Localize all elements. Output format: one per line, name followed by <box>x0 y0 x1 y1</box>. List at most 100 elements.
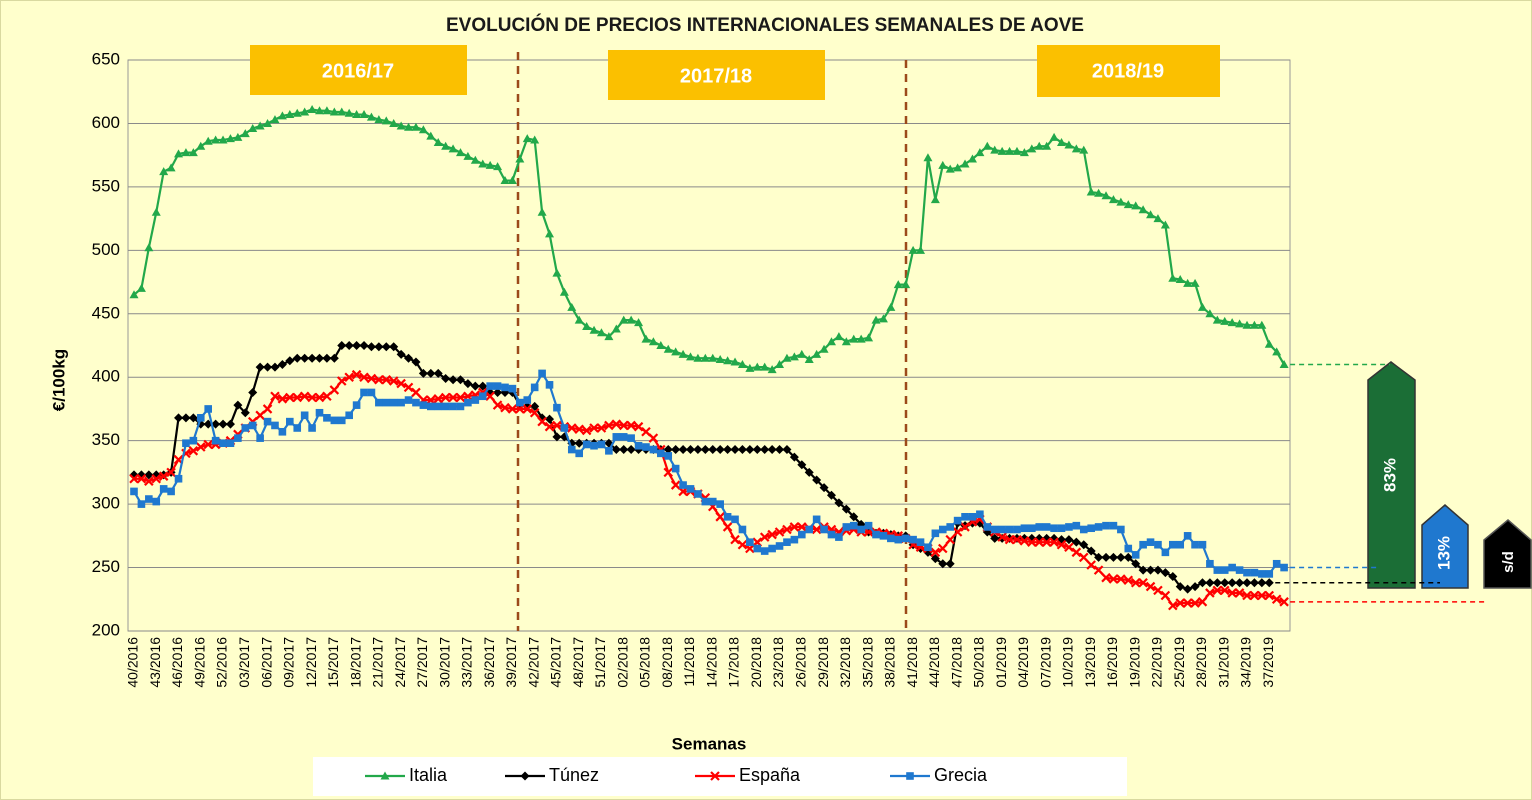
marker <box>627 434 635 442</box>
marker <box>263 362 273 372</box>
marker <box>1138 205 1148 214</box>
marker <box>545 381 554 389</box>
marker <box>1257 578 1267 588</box>
marker <box>804 354 814 363</box>
x-tick-label: 46/2016 <box>169 637 185 688</box>
marker <box>352 401 361 409</box>
marker <box>1028 524 1036 533</box>
marker <box>1123 575 1134 586</box>
marker <box>233 132 243 141</box>
marker <box>1086 546 1096 556</box>
marker <box>463 379 473 389</box>
marker <box>1264 339 1274 348</box>
x-tick-label: 34/2019 <box>1238 637 1254 688</box>
marker <box>248 387 258 397</box>
marker <box>181 413 191 423</box>
marker <box>181 148 191 157</box>
marker <box>1101 552 1111 562</box>
marker <box>545 229 555 238</box>
marker <box>849 521 858 530</box>
x-tick-label: 05/2018 <box>637 637 653 688</box>
marker <box>1101 191 1111 200</box>
marker <box>723 513 732 521</box>
marker <box>307 353 317 363</box>
marker <box>1116 552 1126 562</box>
marker <box>1243 568 1251 577</box>
marker <box>471 396 480 404</box>
marker <box>812 349 822 358</box>
marker <box>559 287 569 296</box>
marker <box>663 467 674 478</box>
marker <box>590 441 598 450</box>
marker <box>878 314 888 323</box>
marker <box>300 411 309 420</box>
marker <box>567 445 576 454</box>
marker <box>286 417 294 426</box>
marker <box>982 141 992 150</box>
marker <box>277 394 288 404</box>
marker <box>1190 582 1200 592</box>
marker <box>322 106 332 115</box>
marker <box>441 373 451 383</box>
marker <box>1071 537 1081 547</box>
marker <box>330 416 339 425</box>
marker <box>455 392 466 403</box>
marker <box>737 445 747 455</box>
marker <box>930 195 940 204</box>
x-tick-label: 35/2018 <box>859 637 875 688</box>
marker <box>574 424 584 435</box>
marker <box>1154 540 1162 549</box>
marker <box>618 420 629 431</box>
marker <box>1228 563 1236 572</box>
marker <box>1168 600 1178 611</box>
marker <box>366 342 376 352</box>
marker <box>1160 568 1170 578</box>
marker <box>144 470 154 480</box>
marker <box>1271 594 1282 605</box>
marker <box>708 497 717 506</box>
marker <box>1093 565 1104 575</box>
marker <box>819 483 829 493</box>
y-tick-label: 200 <box>92 620 120 639</box>
marker <box>826 490 836 500</box>
marker <box>678 445 688 455</box>
marker <box>574 315 584 324</box>
marker <box>812 475 822 485</box>
marker <box>537 207 547 216</box>
marker <box>998 525 1006 534</box>
marker <box>188 413 198 423</box>
marker <box>990 533 1000 543</box>
marker <box>374 374 384 385</box>
marker <box>478 159 488 168</box>
marker <box>574 438 584 448</box>
y-tick-label: 350 <box>92 430 120 449</box>
marker <box>760 547 769 555</box>
x-tick-label: 04/2019 <box>1015 637 1031 688</box>
series <box>130 369 1288 578</box>
marker <box>1020 524 1029 533</box>
marker <box>285 110 295 119</box>
marker <box>857 525 865 534</box>
marker <box>315 106 324 115</box>
marker <box>1183 278 1193 287</box>
marker <box>774 527 785 537</box>
marker <box>722 522 733 532</box>
marker <box>196 414 205 422</box>
marker <box>767 445 777 455</box>
marker <box>411 357 421 367</box>
season-box <box>250 45 467 95</box>
marker <box>300 353 310 363</box>
marker <box>1227 578 1237 588</box>
x-tick-label: 12/2017 <box>303 637 319 688</box>
marker <box>990 525 999 534</box>
season-box <box>608 50 825 100</box>
marker <box>1027 537 1037 547</box>
marker <box>1101 572 1111 583</box>
marker <box>167 487 175 496</box>
marker <box>945 559 955 569</box>
marker <box>1272 347 1282 356</box>
x-tick-label: 45/2017 <box>548 637 564 688</box>
marker <box>663 445 673 455</box>
marker <box>789 452 799 462</box>
marker <box>805 525 814 534</box>
